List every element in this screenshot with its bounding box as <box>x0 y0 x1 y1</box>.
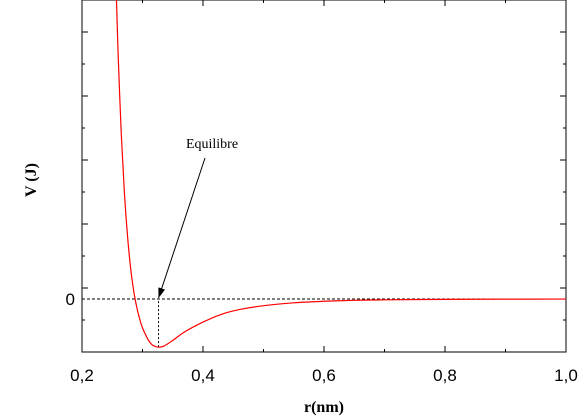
x-tick-label: 0,6 <box>312 366 336 385</box>
x-tick-label: 0,4 <box>191 366 215 385</box>
x-tick-label: 0,2 <box>70 366 94 385</box>
tick-labels: 0,2 0,4 0,6 0,8 1,0 0 <box>66 290 578 385</box>
ticks <box>81 0 567 353</box>
annotation-arrowhead <box>158 287 166 298</box>
x-axis-label: r(nm) <box>304 399 344 416</box>
x-tick-label: 1,0 <box>554 366 578 385</box>
annotation-label: Equilibre <box>186 137 238 152</box>
y-tick-label: 0 <box>66 290 75 309</box>
y-axis-label: V (J) <box>23 163 40 197</box>
potential-curve <box>115 0 567 348</box>
annotation-arrow <box>158 157 206 299</box>
x-tick-label: 0,8 <box>433 366 457 385</box>
